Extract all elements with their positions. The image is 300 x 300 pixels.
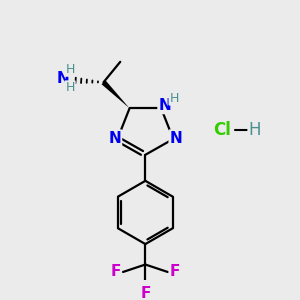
Text: H: H [65,63,75,76]
Text: H: H [169,92,179,105]
Text: F: F [110,265,121,280]
Text: H: H [65,81,75,94]
Polygon shape [101,80,130,108]
Text: F: F [170,265,180,280]
Text: N: N [56,71,69,86]
Text: Cl: Cl [214,121,232,139]
Text: F: F [140,286,151,300]
Text: N: N [170,130,182,146]
Text: N: N [108,130,121,146]
Text: H: H [249,121,261,139]
Text: N: N [158,98,171,113]
